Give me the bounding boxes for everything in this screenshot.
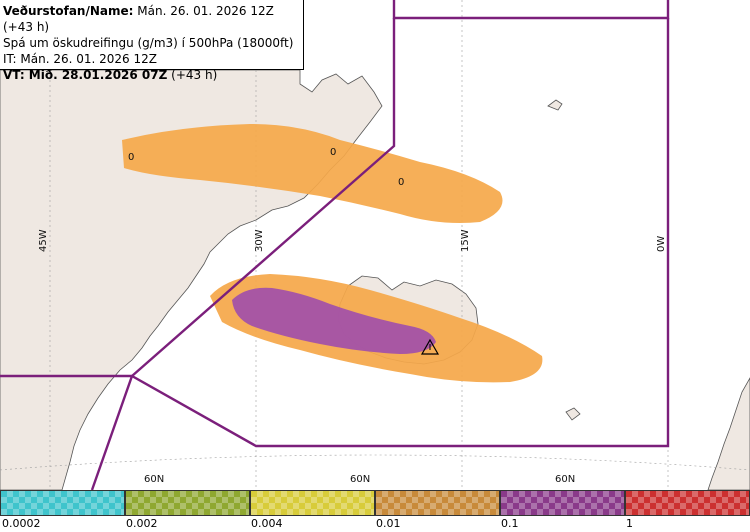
forecast-info-box: Veðurstofan/Name: Mán. 26. 01. 2026 12Z … — [0, 0, 304, 82]
legend-labels: 0.0002 0.002 0.004 0.01 0.1 1 — [0, 516, 750, 532]
legend-label: 0.1 — [501, 517, 519, 530]
longitude-label-15w: 15W — [460, 229, 471, 252]
issuer-value: Mán. 26. 01. 2026 12Z (+43 h) — [3, 4, 274, 34]
product-line: Spá um öskudreifingu (g/m3) í 500hPa (18… — [3, 36, 294, 50]
island-faroe — [565, 407, 581, 421]
longitude-label-30w: 30W — [254, 229, 265, 252]
ash-dispersion-map: 0 0 0 45W 30W 15W 0W 60N 60N 60N — [0, 0, 750, 490]
legend-cell-0 — [0, 490, 125, 516]
legend-label: 0.002 — [126, 517, 158, 530]
valid-time-label: VT: Mið. 28.01.2026 07Z — [3, 68, 168, 82]
island-north — [547, 99, 563, 111]
contour-label: 0 — [330, 147, 336, 158]
latitude-label: 60N — [350, 474, 370, 485]
ash-orange-north — [122, 124, 503, 223]
legend-label: 0.0002 — [2, 517, 41, 530]
legend-cell-3 — [375, 490, 500, 516]
contour-label: 0 — [128, 152, 134, 163]
color-legend — [0, 490, 750, 516]
fir-boundary — [0, 0, 670, 490]
valid-time-offset: (+43 h) — [167, 68, 218, 82]
latitude-label: 60N — [144, 474, 164, 485]
warning-triangle-icon — [420, 338, 440, 355]
legend-cell-5 — [625, 490, 750, 516]
legend-label: 1 — [626, 517, 633, 530]
contour-label: 0 — [398, 177, 404, 188]
longitude-label-45w: 45W — [38, 229, 49, 252]
issue-time-line: IT: Mán. 26. 01. 2026 12Z — [3, 52, 157, 66]
longitude-label-0w: 0W — [656, 236, 667, 252]
legend-cell-4 — [500, 490, 625, 516]
legend-label: 0.004 — [251, 517, 283, 530]
legend-cell-2 — [250, 490, 375, 516]
norway-land — [707, 377, 750, 490]
legend-label: 0.01 — [376, 517, 401, 530]
legend-cell-1 — [125, 490, 250, 516]
issuer-line: Veðurstofan/Name: Mán. 26. 01. 2026 12Z … — [3, 3, 303, 35]
ash-purple-south — [232, 287, 436, 354]
latitude-label: 60N — [555, 474, 575, 485]
valid-time-line: VT: Mið. 28.01.2026 07Z (+43 h) — [3, 67, 303, 83]
issuer-label: Veðurstofan/Name: — [3, 4, 134, 18]
